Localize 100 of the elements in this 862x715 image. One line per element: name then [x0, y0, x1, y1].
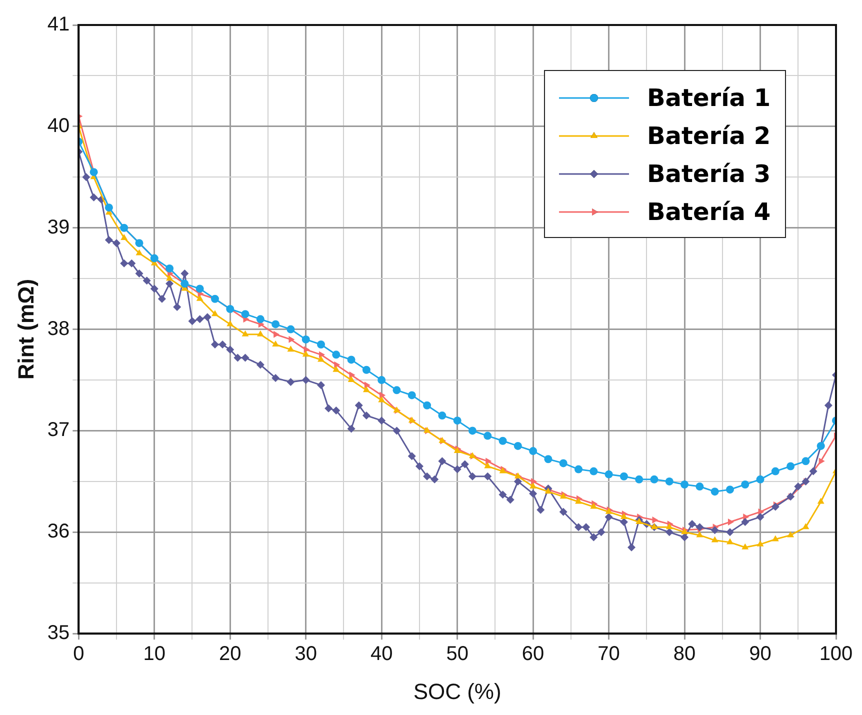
point: [362, 366, 370, 374]
point: [531, 478, 538, 485]
point: [741, 480, 750, 488]
point: [302, 350, 310, 357]
point: [288, 336, 295, 343]
point: [380, 392, 386, 399]
point: [802, 523, 810, 530]
y-tick-label: 40: [47, 114, 70, 137]
point: [742, 543, 749, 550]
point: [665, 477, 674, 486]
point: [666, 523, 673, 530]
point: [347, 356, 356, 364]
point: [318, 356, 324, 362]
point: [726, 538, 734, 544]
point: [438, 412, 446, 420]
point: [604, 470, 613, 478]
point: [590, 467, 598, 476]
point: [274, 330, 280, 338]
point: [196, 284, 204, 293]
point: [332, 350, 340, 359]
point: [574, 465, 582, 474]
point: [286, 325, 295, 334]
point: [575, 498, 582, 504]
point: [423, 401, 432, 410]
point: [468, 426, 476, 435]
y-tick-label: 35: [47, 622, 70, 644]
x-tick-label: 10: [143, 643, 166, 666]
point: [696, 531, 704, 538]
point: [120, 234, 128, 240]
point: [590, 502, 598, 509]
point: [212, 310, 218, 316]
point: [652, 516, 658, 524]
point: [498, 436, 507, 445]
x-tick-label: 100: [819, 643, 853, 666]
point: [486, 458, 492, 465]
point: [559, 459, 568, 468]
point: [756, 475, 764, 484]
x-tick-label: 30: [294, 643, 317, 666]
point: [332, 366, 340, 372]
point: [362, 386, 370, 392]
point: [256, 330, 264, 336]
x-tick-label: 40: [370, 643, 393, 666]
point: [453, 416, 462, 425]
point: [287, 346, 294, 352]
point: [544, 455, 552, 464]
point: [392, 386, 401, 394]
point: [650, 475, 658, 484]
point: [364, 382, 370, 389]
legend-label: Batería 3: [647, 160, 771, 188]
point: [756, 540, 764, 546]
x-tick-label: 20: [218, 643, 242, 666]
point: [635, 475, 644, 484]
point: [196, 294, 204, 301]
point: [484, 432, 492, 440]
point: [378, 376, 386, 384]
y-axis-title: Rint (mΩ): [13, 278, 38, 380]
legend-label: Batería 1: [647, 84, 771, 112]
x-axis-title: SOC (%): [413, 678, 502, 704]
point: [272, 340, 280, 347]
point: [786, 462, 795, 470]
point: [772, 535, 779, 542]
point: [529, 447, 538, 456]
point: [680, 480, 689, 488]
point: [272, 320, 280, 328]
point: [317, 340, 325, 349]
x-tick-label: 0: [73, 643, 84, 666]
point: [728, 518, 734, 526]
y-tick-label: 38: [47, 318, 70, 340]
point: [302, 335, 310, 344]
y-tick-label: 41: [47, 14, 70, 36]
point: [408, 391, 416, 400]
x-tick-label: 80: [673, 643, 696, 666]
point: [348, 376, 355, 382]
point: [726, 486, 734, 494]
point: [771, 467, 780, 476]
point: [319, 351, 325, 358]
point: [334, 361, 340, 368]
point: [226, 320, 234, 326]
point: [514, 442, 522, 450]
point: [620, 472, 628, 480]
point: [711, 536, 718, 542]
y-tick-label: 36: [47, 520, 70, 543]
point: [166, 274, 173, 281]
point: [256, 315, 264, 324]
point: [136, 249, 143, 256]
point: [620, 512, 628, 519]
point: [696, 482, 704, 491]
point: [166, 264, 174, 272]
point: [787, 531, 794, 538]
x-tick-label: 90: [749, 643, 772, 666]
y-tick-label: 39: [47, 216, 70, 238]
point: [817, 498, 824, 504]
legend-label: Batería 4: [647, 198, 771, 226]
point: [710, 488, 719, 496]
point: [242, 330, 249, 336]
y-tick-label: 37: [47, 419, 70, 442]
point: [241, 310, 250, 318]
point: [530, 482, 537, 489]
point: [802, 457, 810, 466]
x-tick-label: 50: [446, 643, 468, 666]
